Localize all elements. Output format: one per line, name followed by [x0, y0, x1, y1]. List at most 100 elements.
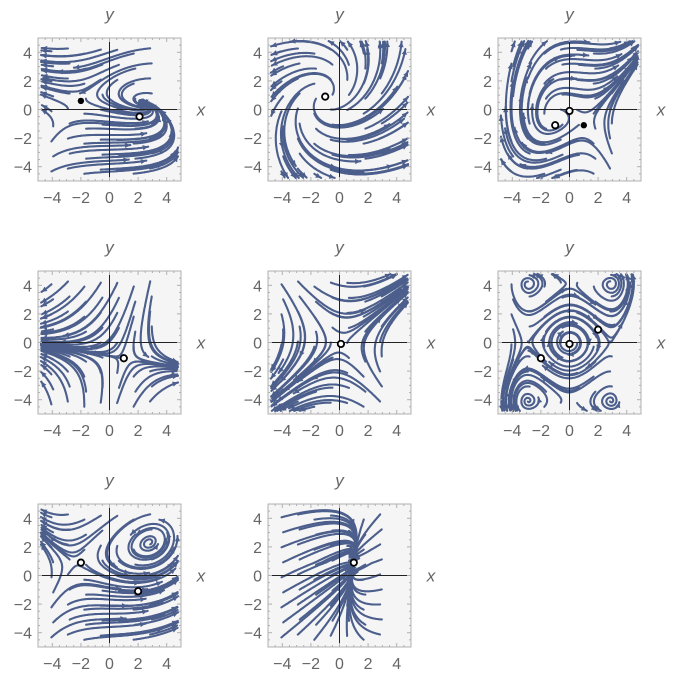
x-tick-label: 0	[565, 190, 574, 207]
y-tick-label: 4	[483, 45, 492, 62]
stream-arrowhead	[172, 381, 179, 387]
streamline	[315, 123, 391, 140]
streamline	[543, 64, 620, 85]
stream-arrowhead	[152, 544, 159, 551]
stream-arrowhead	[271, 385, 278, 391]
streamline	[40, 285, 86, 320]
streamline	[364, 143, 409, 160]
stream-arrowhead	[513, 127, 519, 134]
stream-arrowhead	[271, 50, 278, 56]
stream-arrowhead	[41, 68, 48, 74]
streamline	[288, 39, 349, 81]
streamline	[50, 158, 130, 173]
stream-arrowhead	[172, 373, 178, 380]
stream-arrowhead	[519, 41, 525, 48]
streamline	[132, 365, 179, 378]
streamline	[331, 85, 399, 127]
y-tick-label: 2	[253, 74, 262, 91]
streamline	[147, 295, 175, 364]
stream-arrowhead	[528, 350, 535, 356]
stream-arrowhead	[630, 274, 636, 281]
streamline	[40, 330, 88, 341]
y-axis-label: y	[334, 5, 345, 24]
streamline	[594, 56, 639, 100]
streamline	[541, 335, 595, 368]
stream-arrowhead	[41, 365, 48, 371]
fixed-point-unstable	[565, 106, 574, 116]
stream-arrowhead	[632, 45, 638, 51]
streamline	[298, 152, 336, 179]
streamline	[132, 155, 180, 175]
streamline	[68, 145, 150, 155]
stream-arrowhead	[626, 274, 632, 281]
streamline	[504, 105, 548, 162]
streamline	[515, 385, 531, 412]
streamline	[364, 40, 386, 100]
streamline	[610, 57, 640, 95]
streamline	[62, 281, 119, 337]
streamline	[558, 331, 582, 356]
x-tick-label: 2	[594, 423, 603, 440]
streamline	[601, 273, 620, 294]
streamline	[346, 40, 359, 96]
streamline	[52, 144, 132, 158]
stream-arrowhead	[523, 77, 529, 84]
stream-arrowhead	[568, 351, 574, 358]
stream-arrowhead	[328, 173, 335, 179]
fixed-point-unstable	[349, 558, 358, 567]
streamline	[526, 287, 597, 313]
x-axis-label: x	[196, 567, 206, 586]
streamline	[85, 589, 166, 598]
streamline	[139, 535, 160, 552]
stream-arrowhead	[139, 596, 146, 603]
streamline	[346, 273, 392, 285]
x-tick-label: 4	[392, 190, 401, 207]
streamline	[298, 122, 362, 163]
streamline	[66, 597, 147, 606]
fixed-point-unstable	[565, 339, 574, 349]
y-axis-label: y	[564, 238, 575, 257]
streamlines	[280, 509, 383, 641]
stream-arrowhead	[348, 553, 355, 559]
stream-arrowhead	[402, 163, 409, 169]
stream-arrowhead	[124, 142, 131, 149]
y-tick-label: 0	[23, 103, 32, 120]
streamline	[544, 272, 567, 303]
stream-arrowhead	[359, 41, 365, 48]
stream-arrowhead	[401, 288, 408, 295]
streamline	[48, 514, 119, 547]
streamline	[331, 277, 407, 303]
streamline	[129, 522, 171, 561]
stream-arrowhead	[615, 402, 621, 409]
stream-arrowhead	[41, 109, 48, 115]
streamline	[66, 132, 148, 140]
streamline	[83, 104, 154, 120]
streamline	[601, 392, 621, 410]
streamline	[609, 61, 639, 110]
stream-arrowhead	[91, 344, 97, 350]
stream-arrowhead	[348, 545, 355, 551]
stream-arrowhead	[40, 371, 47, 378]
stream-arrowhead	[40, 541, 47, 548]
streamline	[116, 146, 180, 172]
stream-arrowhead	[500, 400, 506, 407]
x-axis-label: x	[656, 334, 666, 353]
stream-plot-8: −4 −2 0 2 4 4 2 0 −2 −4 x y	[244, 471, 436, 673]
stream-arrowhead	[507, 154, 513, 161]
stream-arrowhead	[521, 142, 528, 149]
streamline	[510, 40, 526, 83]
x-tick-label: −2	[532, 190, 550, 207]
y-tick-label: −2	[244, 597, 262, 614]
streamline	[134, 578, 180, 596]
streamline	[56, 52, 135, 73]
stream-arrowhead	[612, 65, 619, 71]
stream-arrowhead	[41, 45, 48, 52]
y-tick-label: −2	[14, 364, 32, 381]
stream-arrowhead	[271, 56, 278, 62]
streamline	[603, 79, 626, 155]
streamline	[347, 137, 409, 157]
streamline	[99, 567, 177, 584]
x-tick-label: −2	[72, 423, 90, 440]
stream-arrowhead	[401, 274, 408, 280]
y-tick-label: −2	[244, 131, 262, 148]
